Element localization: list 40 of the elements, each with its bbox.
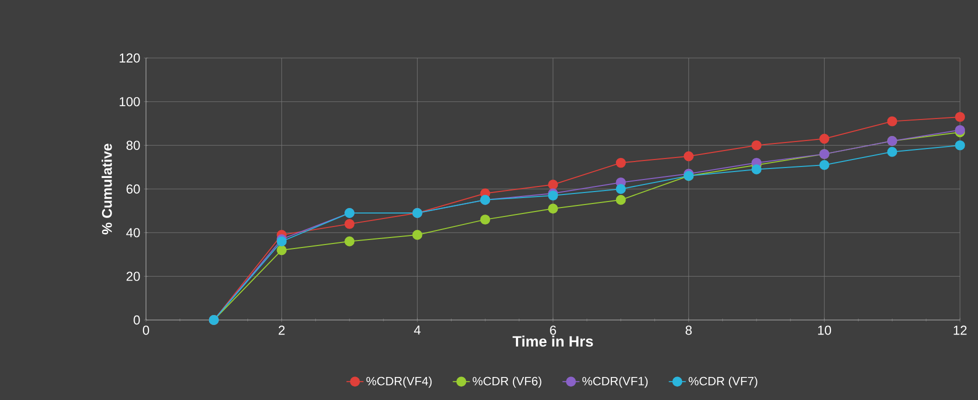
point <box>819 134 830 144</box>
point <box>955 112 965 122</box>
y-tick-label: 120 <box>120 53 140 63</box>
x-tick-label: 12 <box>954 326 967 335</box>
x-tick-label: 6 <box>550 326 556 335</box>
point <box>412 230 422 240</box>
point <box>684 151 694 162</box>
point <box>955 140 965 150</box>
legend-label: %CDR(VF4) <box>366 376 432 388</box>
point <box>616 158 626 168</box>
y-tick-label: 60 <box>126 184 140 194</box>
point <box>819 160 830 170</box>
point <box>752 140 762 150</box>
x-axis-title: Time in Hrs <box>512 336 593 347</box>
point <box>276 245 287 256</box>
x-tick-label: 4 <box>414 326 421 335</box>
point <box>548 204 558 214</box>
point <box>344 218 354 229</box>
point <box>344 236 354 246</box>
x-tick-label: 10 <box>818 326 832 335</box>
point <box>548 180 558 190</box>
y-axis-title: % Cumulative <box>102 144 112 234</box>
y-tick-label: 0 <box>134 315 140 325</box>
x-tick-label: 0 <box>142 326 150 335</box>
y-tick-label: 20 <box>126 272 140 281</box>
point <box>887 146 898 157</box>
legend-label: %CDR (VF6) <box>472 376 542 388</box>
legend-label: %CDR (VF7) <box>688 376 758 388</box>
y-tick-label: 100 <box>120 97 140 106</box>
y-tick-label: 80 <box>126 140 140 150</box>
point <box>548 190 558 201</box>
point <box>616 194 626 205</box>
point <box>616 184 626 194</box>
legend-label: %CDR(VF1) <box>582 376 648 388</box>
y-tick-label: 40 <box>126 228 140 238</box>
x-tick-label: 8 <box>686 326 692 335</box>
x-tick-label: 2 <box>278 326 285 335</box>
point <box>887 116 898 126</box>
point <box>752 164 762 174</box>
point <box>480 214 490 225</box>
